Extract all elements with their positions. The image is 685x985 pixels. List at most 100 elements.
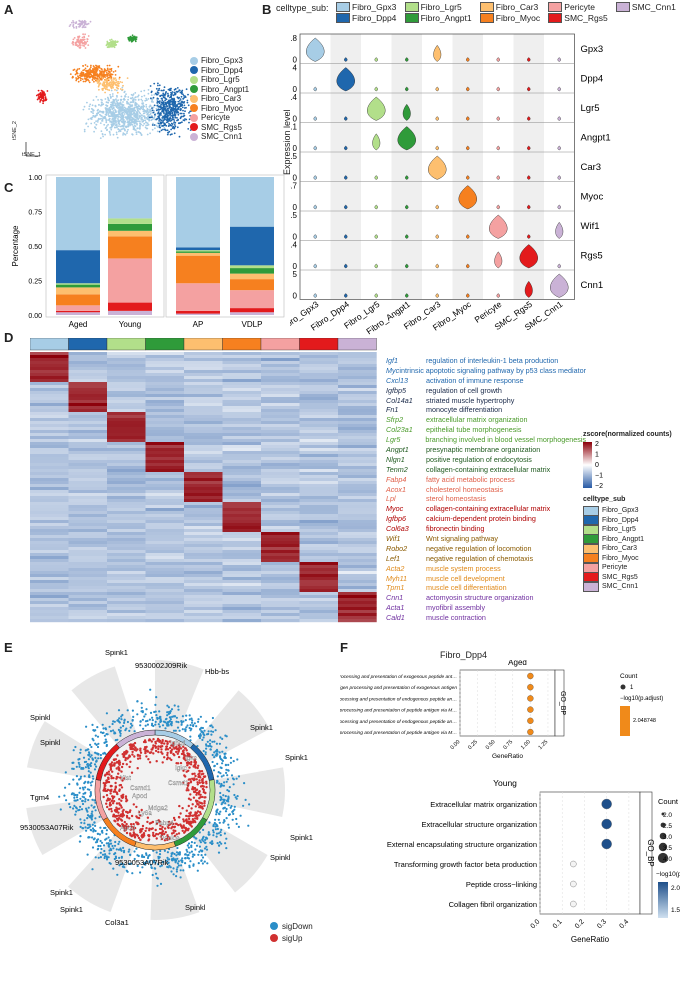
tsne-point [82, 80, 85, 83]
sigdown-point [175, 720, 178, 723]
sigdown-point [218, 782, 221, 785]
tsne-point [135, 106, 138, 109]
heatmap-cell [145, 556, 185, 560]
tsne-point [111, 45, 114, 48]
tsne-point [112, 122, 115, 125]
heatmap-cell [184, 538, 223, 542]
sigdown-point [211, 726, 214, 729]
sigup-point [186, 764, 189, 767]
facet-frame-left [45, 174, 165, 318]
sigup-point [126, 811, 129, 814]
tsne-point [111, 102, 114, 105]
sigup-point [190, 807, 193, 810]
circos-inner-label: Igkc [185, 755, 198, 762]
tsne-point [84, 26, 87, 29]
heatmap-cell [299, 559, 339, 563]
tsne-point [158, 130, 161, 133]
heatmap-cell [338, 601, 377, 605]
sigdown-point [119, 847, 122, 850]
tsne-point [111, 104, 114, 107]
sigdown-point [99, 839, 102, 843]
sigup-point [189, 814, 192, 817]
circos-outer-label: Spink1 [60, 905, 83, 914]
heatmap-cell [299, 397, 339, 401]
sigdown-point [203, 847, 207, 850]
sigdown-point [87, 770, 90, 773]
heatmap-cell [184, 514, 223, 518]
sigup-point [163, 832, 166, 836]
heatmap-cell [145, 385, 185, 389]
tsne-point [139, 117, 141, 119]
heatmap-cell [261, 532, 300, 536]
bar-category-label: Young [119, 320, 141, 329]
facet-frame-right [165, 174, 285, 318]
heatmap-cell [68, 577, 108, 581]
annotation-gene: Acox1 [386, 484, 406, 494]
heatmap-cell [30, 484, 69, 488]
tsne-point [135, 131, 138, 134]
tsne-point [163, 124, 166, 127]
sigdown-point [114, 852, 117, 855]
heatmap-cell [184, 589, 223, 593]
heatmap-cell [261, 607, 300, 611]
zscore-legend: 210−1−2 [583, 441, 603, 490]
sigup-point [137, 810, 141, 814]
heatmap-cell [145, 493, 185, 497]
heatmap-cell [338, 457, 377, 461]
sigdown-point [97, 742, 100, 745]
sigup-point [120, 819, 124, 822]
sigup-point [160, 831, 164, 834]
heatmap-cell [68, 559, 108, 563]
sigdown-point [192, 724, 195, 728]
heatmap-cell [222, 517, 262, 521]
heatmap-cell [299, 487, 339, 491]
sigdown-point [225, 837, 228, 840]
tsne-legend-item: Fibro_Lgr5 [190, 75, 249, 85]
tsne-point [81, 20, 84, 22]
legend-label: Fibro_Angpt1 [201, 84, 250, 94]
sigup-point [196, 799, 199, 803]
sigup-point [177, 755, 181, 759]
tsne-point [81, 36, 84, 39]
tsne-point [171, 123, 174, 125]
tsne-point [116, 94, 118, 97]
sigup-point [186, 752, 190, 756]
sigdown-point [170, 724, 173, 727]
tsne-point [97, 99, 99, 101]
violin-gene-label: Wif1 [581, 221, 600, 232]
annotation-term: epithelial tube morphogenesis [426, 425, 522, 435]
panel-letter-d: D [4, 330, 14, 345]
tsne-point [39, 101, 41, 103]
circos-inner-label: Apod [120, 825, 136, 832]
circos-sector-band [155, 660, 204, 735]
heatmap-cell [107, 541, 146, 545]
heatmap-cell [222, 511, 262, 515]
tsne-point [115, 106, 118, 109]
annotation-term: activation of immune response [426, 375, 524, 385]
heatmap-cell [299, 445, 339, 449]
heatmap-cell [338, 544, 377, 548]
heatmap-cell [107, 451, 146, 455]
tsne-point [85, 78, 88, 81]
sigdown-point [98, 833, 101, 836]
annotation-gene: Tpm1 [386, 583, 405, 593]
heatmap-cell [299, 526, 339, 530]
sigdown-point [104, 853, 107, 856]
violin-shape [527, 175, 531, 180]
heatmap-cell [68, 418, 108, 422]
heatmap-cell [222, 391, 262, 395]
tsne-point [120, 118, 123, 120]
tsne-point [143, 94, 146, 97]
tsne-point [115, 81, 117, 84]
tsne-point [123, 91, 126, 94]
tsne-point [136, 116, 139, 119]
sigdown-point [235, 777, 238, 780]
sigdown-point [103, 855, 107, 858]
annotation-gene: Wif1 [386, 534, 401, 544]
tsne-point [83, 69, 86, 71]
tsne-point [156, 97, 159, 100]
sigup-point [130, 771, 134, 774]
sigdown-point [199, 841, 202, 844]
tsne-point [99, 137, 102, 139]
annotation-gene: Col23a1 [386, 425, 413, 435]
